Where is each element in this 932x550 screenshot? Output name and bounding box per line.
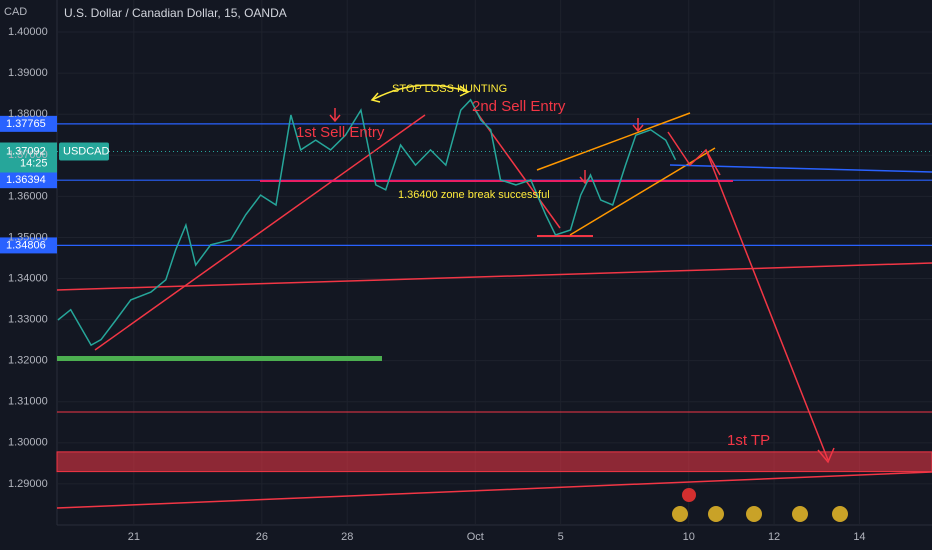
x-tick-label: 26: [256, 531, 268, 543]
x-tick-label: 21: [128, 531, 140, 543]
event-icon: [792, 506, 808, 522]
tp-zone: [56, 451, 932, 473]
annotation: 2nd Sell Entry: [472, 98, 566, 115]
symbol-label: USDCAD: [63, 145, 110, 157]
drawings: [56, 84, 932, 509]
y-tick-label: 1.38000: [8, 108, 48, 120]
grid: [56, 0, 932, 526]
event-icon: [682, 488, 696, 502]
down-arrow: [632, 118, 644, 133]
y-tick-label: 1.32000: [8, 355, 48, 367]
y-tick-label: 1.34000: [8, 272, 48, 284]
trend-line: [669, 164, 932, 173]
event-icons: [672, 488, 848, 522]
x-tick-label: 12: [768, 531, 780, 543]
trend-line: [56, 471, 932, 509]
path-arrow: [474, 109, 561, 229]
trend-line: [56, 262, 932, 291]
price-line: [57, 98, 677, 347]
level-label-box: [0, 172, 57, 189]
x-tick-label: 28: [341, 531, 353, 543]
arrow-head: [817, 447, 835, 464]
curve-arrow: [371, 84, 469, 101]
path-arrow: [705, 149, 829, 461]
symbol-tag: [59, 142, 109, 161]
y-tick-label: 1.33000: [8, 314, 48, 326]
y-tick-label: 1.35000: [8, 231, 48, 243]
level-label-box: [0, 115, 57, 132]
channel-line: [536, 112, 691, 171]
path-arrow: [667, 131, 721, 176]
event-icon: [832, 506, 848, 522]
event-icon: [746, 506, 762, 522]
currency-label: CAD: [4, 6, 27, 18]
current-price-label: 1.37092: [6, 145, 46, 157]
current-price-box: [0, 142, 57, 173]
support-zone: [57, 356, 382, 361]
level-label-box: [0, 237, 57, 254]
y-tick-label: 1.40000: [8, 26, 48, 38]
channel-line: [569, 147, 716, 236]
y-tick-label: 1.39000: [8, 67, 48, 79]
event-icon: [672, 506, 688, 522]
level-label: 1.36394: [6, 174, 46, 186]
x-tick-label: 14: [853, 531, 865, 543]
annotation: STOP LOSS HUNTING: [392, 83, 507, 95]
level-label: 1.37765: [6, 118, 46, 130]
x-tick-label: Oct: [467, 531, 484, 543]
y-tick-label: 1.31000: [8, 396, 48, 408]
level-label: 1.34806: [6, 239, 46, 251]
zones: [0, 115, 932, 473]
y-tick-label: 1.37000: [8, 149, 48, 161]
y-tick-label: 1.30000: [8, 437, 48, 449]
countdown-label: 14:25: [20, 157, 48, 169]
x-tick-label: 5: [558, 531, 564, 543]
down-arrow: [329, 108, 341, 123]
event-icon: [708, 506, 724, 522]
x-tick-label: 10: [683, 531, 695, 543]
arrow-head: [370, 85, 470, 103]
series-layer: [0, 98, 932, 347]
y-tick-label: 1.29000: [8, 478, 48, 490]
annotation: 1st Sell Entry: [296, 124, 385, 141]
annotation: 1st TP: [727, 432, 770, 449]
annotation: 1.36400 zone break successful: [398, 189, 550, 201]
chart-title: U.S. Dollar / Canadian Dollar, 15, OANDA: [64, 6, 287, 20]
y-tick-label: 1.36000: [8, 190, 48, 202]
